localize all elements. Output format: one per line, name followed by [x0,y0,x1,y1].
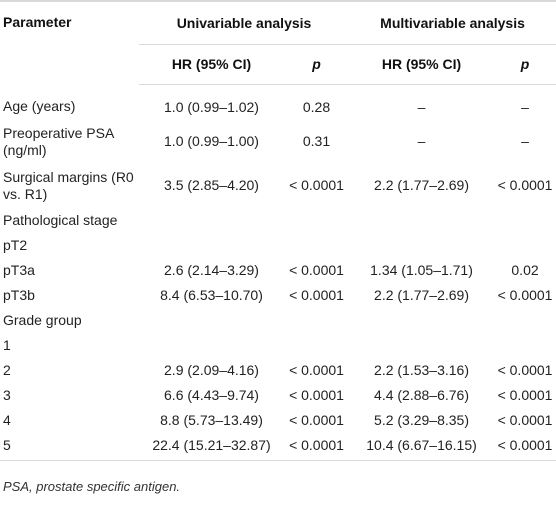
uni-p-cell: < 0.0001 [289,261,344,278]
multi-p-cell [494,233,556,258]
row-label: Pathological stage [3,211,118,228]
multi-p-cell: < 0.0001 [497,286,553,303]
uni-p-cell: < 0.0001 [289,411,344,428]
multi-p-cell [494,308,556,333]
table-row: 5 22.4 (15.21–32.87) < 0.0001 10.4 (6.67… [0,432,556,461]
table-row: Pathological stage [0,208,556,233]
multivariable-header: Multivariable analysis [349,0,556,45]
multi-hr-cell: 5.2 (3.29–8.35) [374,411,469,428]
uni-p-header: p [284,43,350,85]
uni-hr-cell [139,233,284,258]
table-row: 3 6.6 (4.43–9.74) < 0.0001 4.4 (2.88–6.7… [0,383,556,408]
table-body: Age (years) 1.0 (0.99–1.02) 0.28 – – Pre… [0,84,556,461]
multi-hr-cell: 10.4 (6.67–16.15) [349,432,495,461]
table-row: Surgical margins (R0 vs. R1) 3.5 (2.85–4… [0,164,556,208]
uni-p-cell [284,333,349,358]
univariable-header: Univariable analysis [139,0,350,45]
uni-p-cell: < 0.0001 [289,386,344,403]
multi-p-cell: < 0.0001 [497,386,553,403]
row-label: Age (years) [3,98,76,115]
uni-p-cell: < 0.0001 [289,177,344,193]
multi-p-cell [494,333,556,358]
hazard-ratio-table: Parameter Univariable analysis Multivari… [0,0,556,461]
row-label: 1 [3,336,11,353]
table-row: 4 8.8 (5.73–13.49) < 0.0001 5.2 (3.29–8.… [0,408,556,433]
multi-hr-cell: 2.2 (1.53–3.16) [374,361,469,378]
uni-p-cell: < 0.0001 [284,432,350,461]
row-label: pT2 [3,236,28,253]
row-label: Surgical margins (R0 vs. R1) [3,168,134,202]
table-header: Parameter Univariable analysis Multivari… [0,0,556,85]
uni-hr-cell: 2.9 (2.09–4.16) [164,361,259,378]
uni-hr-cell [139,308,284,333]
multi-hr-cell [349,333,494,358]
row-label: 5 [0,432,139,461]
multi-p-cell: – [521,133,529,149]
uni-hr-cell: 22.4 (15.21–32.87) [139,432,284,461]
multi-p-cell: – [521,98,529,115]
row-label: pT3b [3,286,35,303]
multi-p-cell: < 0.0001 [494,432,556,461]
parameter-header: Parameter [0,0,139,84]
table-row: Age (years) 1.0 (0.99–1.02) 0.28 – – [0,84,556,120]
uni-p-cell [284,208,349,233]
uni-hr-cell: 8.4 (6.53–10.70) [160,286,263,303]
uni-hr-cell: 1.0 (0.99–1.02) [164,98,259,115]
row-label: pT3a [3,261,35,278]
multi-p-cell: < 0.0001 [497,361,553,378]
uni-p-cell: < 0.0001 [289,286,344,303]
multi-p-cell [494,208,556,233]
multi-hr-cell: 1.34 (1.05–1.71) [370,261,473,278]
uni-hr-cell: 3.5 (2.85–4.20) [164,177,259,193]
uni-hr-cell [139,333,284,358]
row-label: Preoperative PSA (ng/ml) [3,124,114,158]
table-footnote: PSA, prostate specific antigen. [3,479,181,494]
row-label: 3 [3,386,11,403]
multi-hr-cell [349,308,494,333]
uni-hr-cell: 6.6 (4.43–9.74) [164,386,259,403]
multi-p-cell: 0.02 [511,261,539,278]
uni-hr-cell: 2.6 (2.14–3.29) [164,261,259,278]
uni-p-cell [284,233,349,258]
table-row: 1 [0,333,556,358]
multi-p-cell: < 0.0001 [497,177,553,193]
table-row: Preoperative PSA (ng/ml) 1.0 (0.99–1.00)… [0,120,556,164]
multi-hr-header: HR (95% CI) [349,43,495,85]
table-row: pT2 [0,233,556,258]
multi-p-cell: < 0.0001 [497,411,553,428]
table-row: pT3b 8.4 (6.53–10.70) < 0.0001 2.2 (1.77… [0,283,556,308]
table-row: pT3a 2.6 (2.14–3.29) < 0.0001 1.34 (1.05… [0,258,556,283]
multi-hr-cell: 4.4 (2.88–6.76) [374,386,469,403]
multi-hr-cell: 2.2 (1.77–2.69) [374,286,469,303]
uni-p-cell: 0.31 [302,133,331,149]
uni-hr-cell: 1.0 (0.99–1.00) [164,133,259,149]
uni-p-cell: 0.28 [302,98,331,115]
uni-hr-cell [139,208,284,233]
uni-p-cell: < 0.0001 [289,361,344,378]
row-label: 4 [3,411,11,428]
row-label: 2 [3,361,11,378]
table-row: 2 2.9 (2.09–4.16) < 0.0001 2.2 (1.53–3.1… [0,358,556,383]
uni-hr-cell: 8.8 (5.73–13.49) [160,411,263,428]
multi-p-header: p [494,43,556,85]
uni-p-cell [284,308,349,333]
multi-hr-cell: 2.2 (1.77–2.69) [374,177,469,193]
uni-hr-header: HR (95% CI) [139,43,284,85]
multi-hr-cell: – [417,133,426,149]
multi-hr-cell: – [417,98,426,115]
row-label: Grade group [3,311,82,328]
multi-hr-cell [349,233,494,258]
table-row: Grade group [0,308,556,333]
multi-hr-cell [349,208,494,233]
